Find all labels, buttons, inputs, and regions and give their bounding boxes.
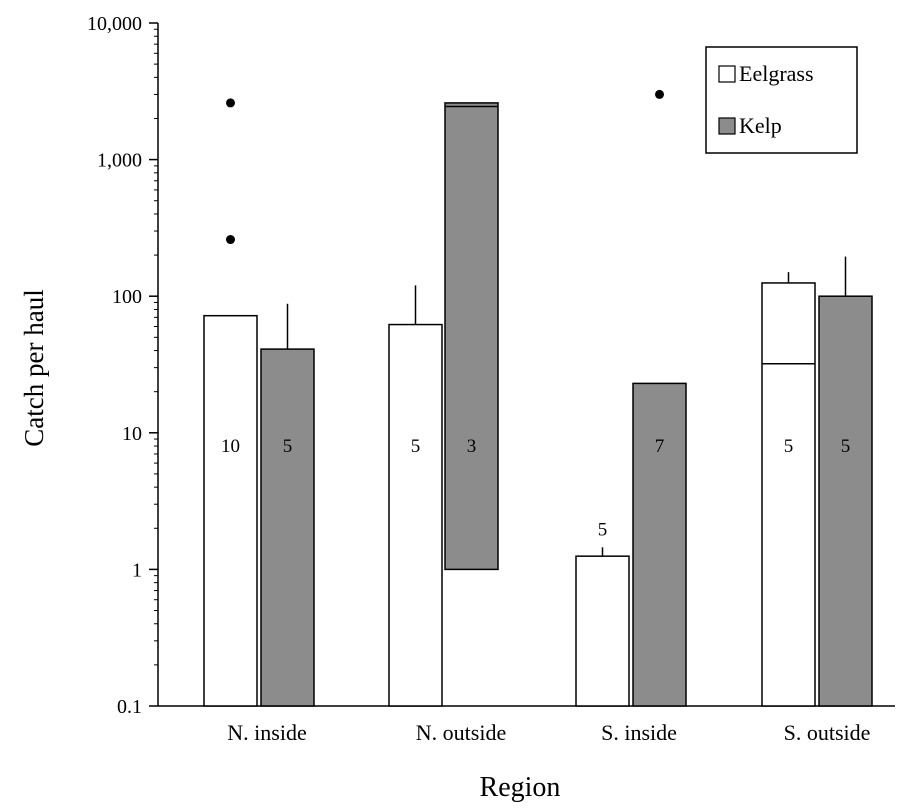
- eelgrass-sample-size-label: 5: [411, 436, 421, 457]
- legend-label-eelgrass: Eelgrass: [739, 61, 814, 86]
- eelgrass-sample-size-label: 5: [598, 519, 608, 540]
- x-tick-label: N. outside: [416, 720, 506, 745]
- eelgrass-bar: [576, 556, 629, 706]
- y-tick-label: 0.1: [117, 696, 142, 718]
- eelgrass-bar: [389, 325, 442, 706]
- legend-swatch-kelp: [719, 118, 735, 134]
- kelp-sample-size-label: 5: [841, 436, 851, 457]
- bars: 10 5 5 5 5 3 7 5: [204, 90, 872, 706]
- kelp-sample-size-label: 7: [655, 436, 665, 457]
- x-tick-label: S. outside: [784, 720, 871, 745]
- eelgrass-outlier-point: [226, 235, 235, 244]
- kelp-outlier-point: [655, 90, 664, 99]
- legend-swatch-eelgrass: [719, 66, 735, 82]
- kelp-bar: [445, 103, 498, 569]
- x-axis-label: Region: [480, 772, 561, 803]
- kelp-sample-size-label: 3: [467, 436, 477, 457]
- x-tick-label: N. inside: [227, 720, 306, 745]
- y-tick-label: 100: [112, 286, 142, 308]
- eelgrass-outlier-point: [226, 98, 235, 107]
- y-tick-label: 1: [132, 559, 142, 581]
- y-tick-label: 1,000: [97, 150, 142, 172]
- eelgrass-bar: [762, 283, 815, 706]
- kelp-bar: [819, 296, 872, 706]
- x-tick-label: S. inside: [601, 720, 677, 745]
- eelgrass-sample-size-label: 10: [221, 436, 240, 457]
- y-tick-label: 10,000: [87, 13, 142, 35]
- kelp-sample-size-label: 5: [283, 436, 293, 457]
- kelp-bar: [633, 383, 686, 706]
- y-tick-label: 10: [122, 423, 142, 445]
- y-axis-label: Catch per haul: [19, 289, 49, 446]
- eelgrass-bar: [204, 316, 257, 706]
- eelgrass-sample-size-label: 5: [784, 436, 794, 457]
- legend: Eelgrass Kelp: [706, 47, 857, 153]
- legend-label-kelp: Kelp: [739, 113, 782, 138]
- kelp-bar: [261, 349, 314, 706]
